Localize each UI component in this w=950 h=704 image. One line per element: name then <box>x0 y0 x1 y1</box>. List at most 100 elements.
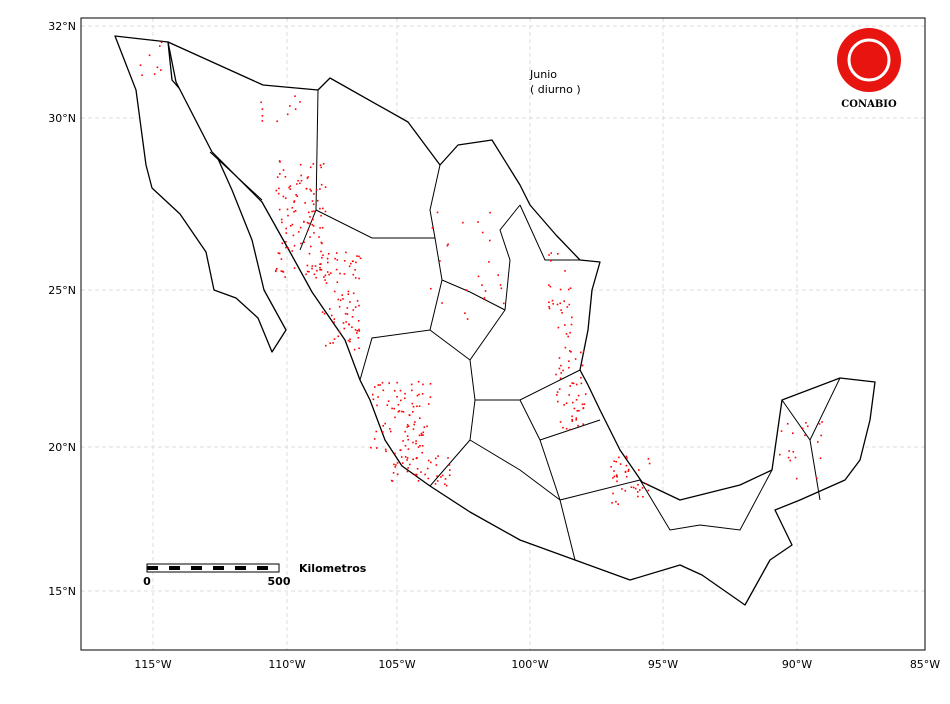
hotspot <box>575 419 577 421</box>
hotspot <box>277 192 280 195</box>
hotspot <box>789 459 792 462</box>
hotspot <box>806 425 809 428</box>
hotspot <box>627 470 630 472</box>
hotspot <box>275 270 277 273</box>
hotspot <box>313 193 315 195</box>
hotspot <box>324 186 327 188</box>
hotspot <box>632 486 635 489</box>
hotspot <box>568 394 570 396</box>
lon-label: 90°W <box>782 658 812 671</box>
hotspot <box>351 326 353 328</box>
hotspot <box>308 211 310 214</box>
hotspot <box>795 477 798 480</box>
hotspot <box>581 403 584 406</box>
hotspot <box>400 399 402 402</box>
hotspot <box>333 290 336 293</box>
hotspot <box>315 189 318 191</box>
hotspot <box>580 376 582 379</box>
hotspot <box>560 364 562 367</box>
hotspot <box>307 176 309 178</box>
hotspot <box>481 284 483 286</box>
hotspot <box>792 451 795 453</box>
hotspot <box>421 445 424 447</box>
hotspot <box>379 384 381 386</box>
hotspot <box>347 293 350 295</box>
hotspot <box>616 475 618 477</box>
lat-label: 20°N <box>48 441 76 454</box>
hotspot <box>647 458 650 460</box>
hotspot <box>489 239 491 242</box>
hotspot <box>325 282 328 284</box>
hotspot <box>820 434 822 437</box>
hotspot <box>352 273 355 276</box>
hotspot <box>377 384 380 386</box>
hotspot <box>641 487 644 489</box>
hotspot <box>386 404 389 406</box>
hotspot <box>414 473 416 476</box>
hotspot <box>342 298 344 300</box>
hotspot <box>430 287 432 290</box>
hotspot <box>345 251 347 254</box>
hotspot <box>278 208 281 211</box>
hotspot <box>322 207 324 210</box>
lat-label: 30°N <box>48 112 76 125</box>
hotspot <box>406 435 409 437</box>
hotspot <box>282 271 285 273</box>
hotspot <box>372 393 374 396</box>
hotspot <box>288 186 290 189</box>
hotspot <box>431 227 434 229</box>
hotspot <box>337 335 340 338</box>
hotspot <box>358 304 360 307</box>
hotspot <box>308 252 311 255</box>
hotspot <box>613 460 616 462</box>
hotspot <box>329 342 331 344</box>
hotspot <box>483 298 485 301</box>
hotspot <box>555 373 557 376</box>
hotspot <box>333 318 336 320</box>
hotspot <box>160 69 162 71</box>
hotspot <box>626 457 628 459</box>
hotspot <box>312 203 315 206</box>
hotspot <box>315 276 317 279</box>
hotspot <box>401 410 403 413</box>
hotspot <box>411 402 414 405</box>
hotspot <box>300 242 302 245</box>
hotspot <box>397 410 400 413</box>
hotspot <box>407 448 410 450</box>
hotspot <box>556 303 559 306</box>
hotspot <box>339 272 341 275</box>
hotspot <box>333 321 335 324</box>
hotspot <box>583 403 586 405</box>
hotspot <box>384 422 386 425</box>
hotspot <box>291 250 294 252</box>
hotspot <box>615 500 617 503</box>
hotspot <box>610 466 612 468</box>
hotspot <box>335 268 338 271</box>
hotspot <box>406 459 408 461</box>
hotspot <box>550 260 552 262</box>
hotspot <box>422 383 424 386</box>
lon-label: 115°W <box>134 658 171 671</box>
hotspot <box>294 95 296 97</box>
hotspot <box>621 488 623 490</box>
hotspot <box>448 464 451 466</box>
hotspot <box>421 393 424 395</box>
hotspot <box>804 434 806 437</box>
hotspot <box>645 483 647 485</box>
hotspot <box>780 430 783 432</box>
hotspot <box>357 320 360 322</box>
hotspot <box>402 411 405 413</box>
hotspot <box>393 463 395 466</box>
hotspot <box>436 211 439 214</box>
hotspot <box>408 414 411 416</box>
hotspot <box>312 163 315 165</box>
hotspot <box>419 445 421 447</box>
hotspot <box>395 464 397 466</box>
hotspot <box>441 302 443 304</box>
hotspot <box>318 236 320 238</box>
hotspot <box>388 382 390 384</box>
hotspot <box>430 461 432 464</box>
hotspot <box>284 197 287 199</box>
hotspot <box>548 254 550 256</box>
hotspot <box>568 428 571 431</box>
